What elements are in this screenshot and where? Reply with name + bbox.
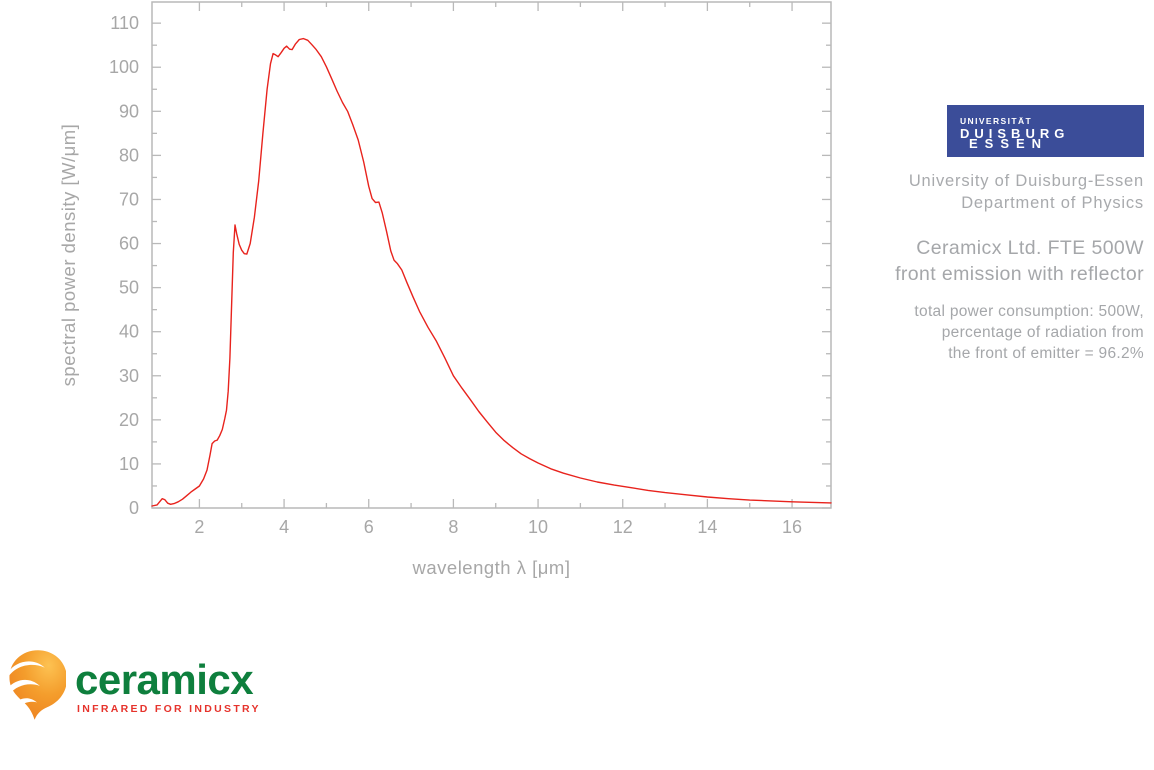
ceramicx-wordmark: ceramicx [75,656,254,703]
plot-frame [151,1,832,509]
ceramicx-wordmark-block: ceramicx INFRARED FOR INDUSTRY [75,649,261,716]
ceramicx-flame-icon [8,650,66,720]
info-panel: UNIVERSITÄT DUISBURG ESSEN University of… [844,105,1144,364]
x-tick-label: 16 [782,517,802,537]
y-tick-label: 60 [119,234,139,254]
ude-logo-duisburg-text: DUISBURG [960,126,1070,141]
measurement-title-block: Ceramicx Ltd. FTE 500W front emission wi… [844,235,1144,287]
organization-name: University of Duisburg-Essen [908,172,1144,190]
measurement-detail-line: percentage of radiation from [941,324,1144,341]
y-tick-label: 30 [119,366,139,386]
y-tick-label: 40 [119,322,139,342]
y-tick-label: 50 [119,278,139,298]
ude-logo-universitaet-text: UNIVERSITÄT [960,116,1033,126]
ceramicx-tagline: INFRARED FOR INDUSTRY [77,703,261,715]
y-tick-label: 100 [109,57,139,77]
x-tick-label: 8 [448,517,458,537]
ude-logo-essen-text: ESSEN [969,136,1049,151]
university-duisburg-essen-logo: UNIVERSITÄT DUISBURG ESSEN [947,105,1144,157]
x-tick-label: 2 [194,517,204,537]
y-axis-label: spectral power density [W/μm] [58,124,79,387]
measurement-title-line: front emission with reflector [895,263,1144,285]
y-tick-label: 70 [119,189,139,209]
x-axis-label: wavelength λ [μm] [412,557,571,578]
measurement-title-line: Ceramicx Ltd. FTE 500W [916,237,1144,259]
x-tick-label: 10 [528,517,548,537]
y-tick-label: 0 [129,498,139,518]
x-tick-label: 14 [697,517,717,537]
y-tick-label: 20 [119,410,139,430]
ceramicx-logo: ceramicx INFRARED FOR INDUSTRY [8,649,261,721]
x-tick-label: 12 [613,517,633,537]
x-tick-label: 4 [279,517,289,537]
y-tick-label: 10 [119,454,139,474]
spectrum-curve [151,37,832,507]
y-tick-label: 80 [119,145,139,165]
organization-block: University of Duisburg-Essen Department … [844,171,1144,214]
measurement-detail-line: the front of emitter = 96.2% [948,345,1144,362]
x-tick-label: 6 [364,517,374,537]
measurement-detail-block: total power consumption: 500W, percentag… [844,301,1144,364]
y-tick-label: 110 [110,13,139,33]
measurement-detail-line: total power consumption: 500W, [914,303,1144,320]
y-tick-label: 90 [119,101,139,121]
department-name: Department of Physics [961,193,1144,212]
